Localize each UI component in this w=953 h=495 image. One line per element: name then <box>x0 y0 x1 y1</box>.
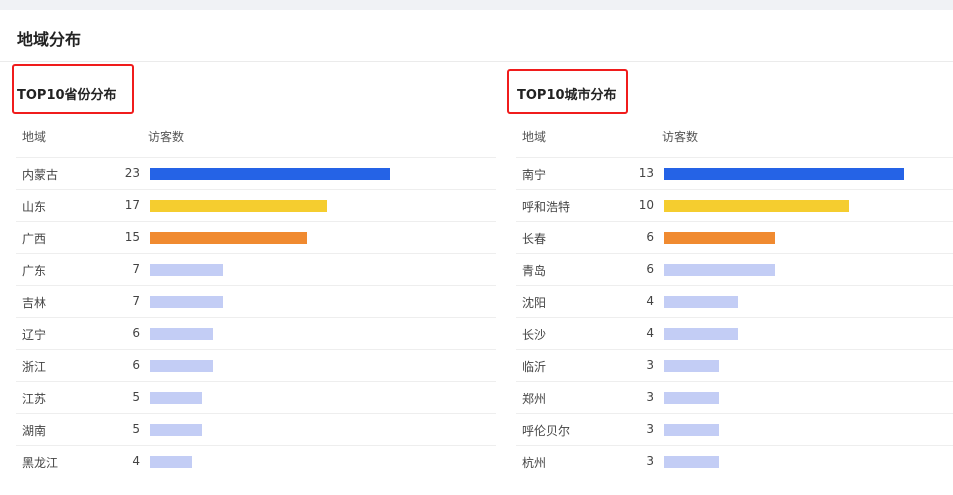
table-row: 辽宁 6 <box>16 317 496 349</box>
region-name: 山东 <box>22 200 47 214</box>
region-name: 辽宁 <box>22 328 47 342</box>
visitor-bar <box>664 200 849 212</box>
visitor-count: 6 <box>132 326 140 340</box>
visitor-bar <box>150 456 192 468</box>
table-row: 吉林 7 <box>16 285 496 317</box>
table-row: 青岛 6 <box>516 253 953 285</box>
visitor-count: 7 <box>132 262 140 276</box>
table-row: 郑州 3 <box>516 381 953 413</box>
table-row: 内蒙古 23 <box>16 157 496 189</box>
visitor-bar <box>150 424 203 436</box>
table-row: 南宁 13 <box>516 157 953 189</box>
visitor-bar <box>150 328 213 340</box>
visitor-count: 3 <box>646 358 654 372</box>
region-name: 内蒙古 <box>22 168 59 182</box>
visitor-count: 3 <box>646 390 654 404</box>
visitor-bar <box>664 456 720 468</box>
region-name: 长春 <box>522 232 547 246</box>
visitor-bar <box>664 296 738 308</box>
table-row: 浙江 6 <box>16 349 496 381</box>
visitor-count: 6 <box>646 230 654 244</box>
region-name: 青岛 <box>522 264 547 278</box>
region-name: 南宁 <box>522 168 547 182</box>
col-visitors: 访客数 <box>148 130 185 144</box>
region-name: 杭州 <box>522 456 547 470</box>
region-name: 江苏 <box>22 392 47 406</box>
visitor-count: 17 <box>124 198 140 212</box>
divider <box>0 61 953 62</box>
visitor-bar <box>664 360 720 372</box>
region-name: 长沙 <box>522 328 547 342</box>
visitor-bar <box>150 392 203 404</box>
visitor-count: 6 <box>646 262 654 276</box>
table-row: 湖南 5 <box>16 413 496 445</box>
visitor-bar <box>664 168 904 180</box>
col-region: 地域 <box>22 130 47 144</box>
region-name: 广西 <box>22 232 47 246</box>
table-row: 杭州 3 <box>516 445 953 477</box>
visitor-bar <box>150 232 307 244</box>
visitor-count: 10 <box>638 198 654 212</box>
region-name: 吉林 <box>22 296 47 310</box>
table-row: 沈阳 4 <box>516 285 953 317</box>
visitor-bar <box>664 392 720 404</box>
highlight-box <box>507 69 628 114</box>
visitor-bar <box>664 424 720 436</box>
visitor-bar <box>150 264 224 276</box>
visitor-bar <box>664 328 738 340</box>
visitor-bar <box>664 264 775 276</box>
region-name: 临沂 <box>522 360 547 374</box>
top-strip <box>0 0 953 10</box>
col-region: 地域 <box>522 130 547 144</box>
visitor-count: 5 <box>132 422 140 436</box>
visitor-bar <box>150 360 213 372</box>
table-row: 长沙 4 <box>516 317 953 349</box>
visitor-count: 4 <box>646 294 654 308</box>
province-title: TOP10省份分布 <box>17 88 117 103</box>
visitor-bar <box>664 232 775 244</box>
visitor-count: 5 <box>132 390 140 404</box>
province-panel: TOP10省份分布 地域 访客数 内蒙古 23 山东 17 广西 15 广东 7 吉林 7 辽宁 6 浙… <box>0 62 496 495</box>
visitor-count: 3 <box>646 422 654 436</box>
table-row: 江苏 5 <box>16 381 496 413</box>
page-title: 地域分布 <box>17 30 82 49</box>
region-name: 湖南 <box>22 424 47 438</box>
visitor-count: 15 <box>124 230 140 244</box>
visitor-count: 3 <box>646 454 654 468</box>
region-name: 郑州 <box>522 392 547 406</box>
visitor-count: 6 <box>132 358 140 372</box>
table-row: 广东 7 <box>16 253 496 285</box>
table-row: 黑龙江 4 <box>16 445 496 477</box>
table-row: 山东 17 <box>16 189 496 221</box>
table-row: 呼伦贝尔 3 <box>516 413 953 445</box>
table-row: 广西 15 <box>16 221 496 253</box>
col-visitors: 访客数 <box>662 130 699 144</box>
region-name: 沈阳 <box>522 296 547 310</box>
highlight-box <box>12 64 134 114</box>
visitor-count: 13 <box>638 166 654 180</box>
city-panel: TOP10城市分布 地域 访客数 南宁 13 呼和浩特 10 长春 6 青岛 6 沈阳 4 长沙 4 临… <box>500 62 953 495</box>
city-title: TOP10城市分布 <box>517 88 617 103</box>
visitor-count: 23 <box>124 166 140 180</box>
table-row: 长春 6 <box>516 221 953 253</box>
table-row: 临沂 3 <box>516 349 953 381</box>
table-row: 呼和浩特 10 <box>516 189 953 221</box>
visitor-count: 4 <box>132 454 140 468</box>
visitor-bar <box>150 200 328 212</box>
region-name: 呼伦贝尔 <box>522 424 571 438</box>
region-name: 黑龙江 <box>22 456 59 470</box>
region-name: 浙江 <box>22 360 47 374</box>
region-name: 呼和浩特 <box>522 200 571 214</box>
visitor-count: 7 <box>132 294 140 308</box>
visitor-bar <box>150 168 390 180</box>
region-name: 广东 <box>22 264 47 278</box>
visitor-count: 4 <box>646 326 654 340</box>
visitor-bar <box>150 296 224 308</box>
